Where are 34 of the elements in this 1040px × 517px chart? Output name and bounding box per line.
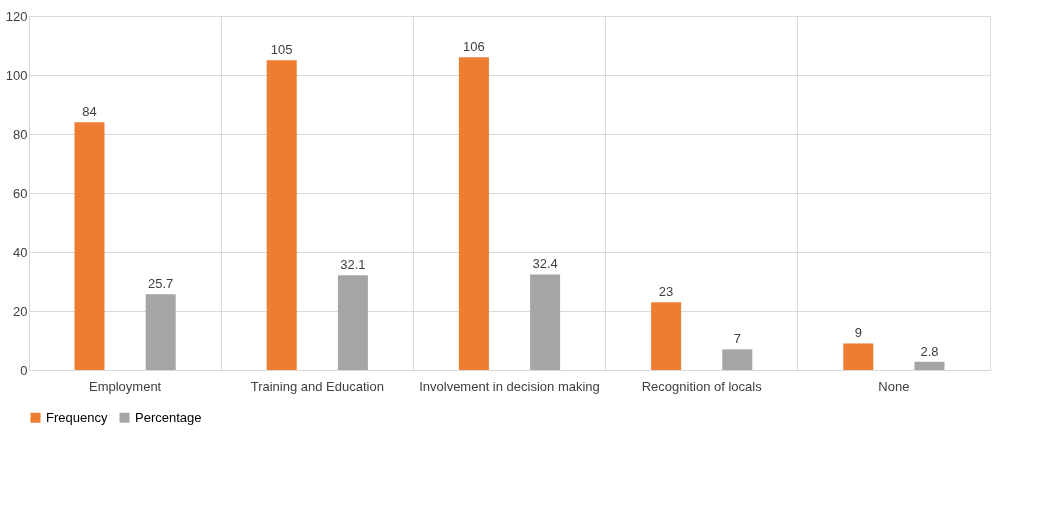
data-label: 9 bbox=[854, 325, 862, 341]
data-label: 2.8 bbox=[920, 343, 939, 359]
x-tick-label: None bbox=[878, 378, 910, 394]
data-label: 32.4 bbox=[532, 256, 558, 272]
bar bbox=[530, 274, 561, 370]
x-tick-label: Training and Education bbox=[250, 378, 384, 394]
bar bbox=[337, 275, 368, 370]
x-tick-label: Involvement in decision making bbox=[419, 378, 600, 394]
data-label: 105 bbox=[270, 42, 293, 58]
y-tick-label: 40 bbox=[13, 244, 28, 260]
legend-label: Percentage bbox=[135, 409, 202, 425]
data-label: 7 bbox=[733, 331, 741, 347]
legend-label: Frequency bbox=[46, 409, 108, 425]
data-label: 32.1 bbox=[340, 257, 366, 273]
y-tick-label: 0 bbox=[20, 362, 28, 378]
data-label: 25.7 bbox=[148, 276, 174, 292]
bar bbox=[145, 294, 176, 370]
y-tick-label: 20 bbox=[13, 303, 28, 319]
y-tick-label: 120 bbox=[5, 8, 28, 24]
data-label: 84 bbox=[82, 104, 97, 120]
bar bbox=[722, 349, 753, 370]
bar bbox=[914, 361, 945, 370]
bar bbox=[74, 122, 105, 370]
data-label: 23 bbox=[658, 284, 674, 300]
bar bbox=[843, 343, 874, 370]
data-label: 106 bbox=[463, 39, 485, 55]
y-tick-label: 60 bbox=[13, 185, 28, 201]
y-tick-label: 80 bbox=[13, 126, 28, 142]
bar bbox=[266, 60, 297, 370]
bar bbox=[458, 57, 489, 370]
bar bbox=[651, 302, 682, 370]
y-tick-label: 100 bbox=[5, 67, 28, 83]
x-tick-label: Recognition of locals bbox=[641, 378, 763, 394]
x-tick-label: Employment bbox=[88, 378, 162, 394]
